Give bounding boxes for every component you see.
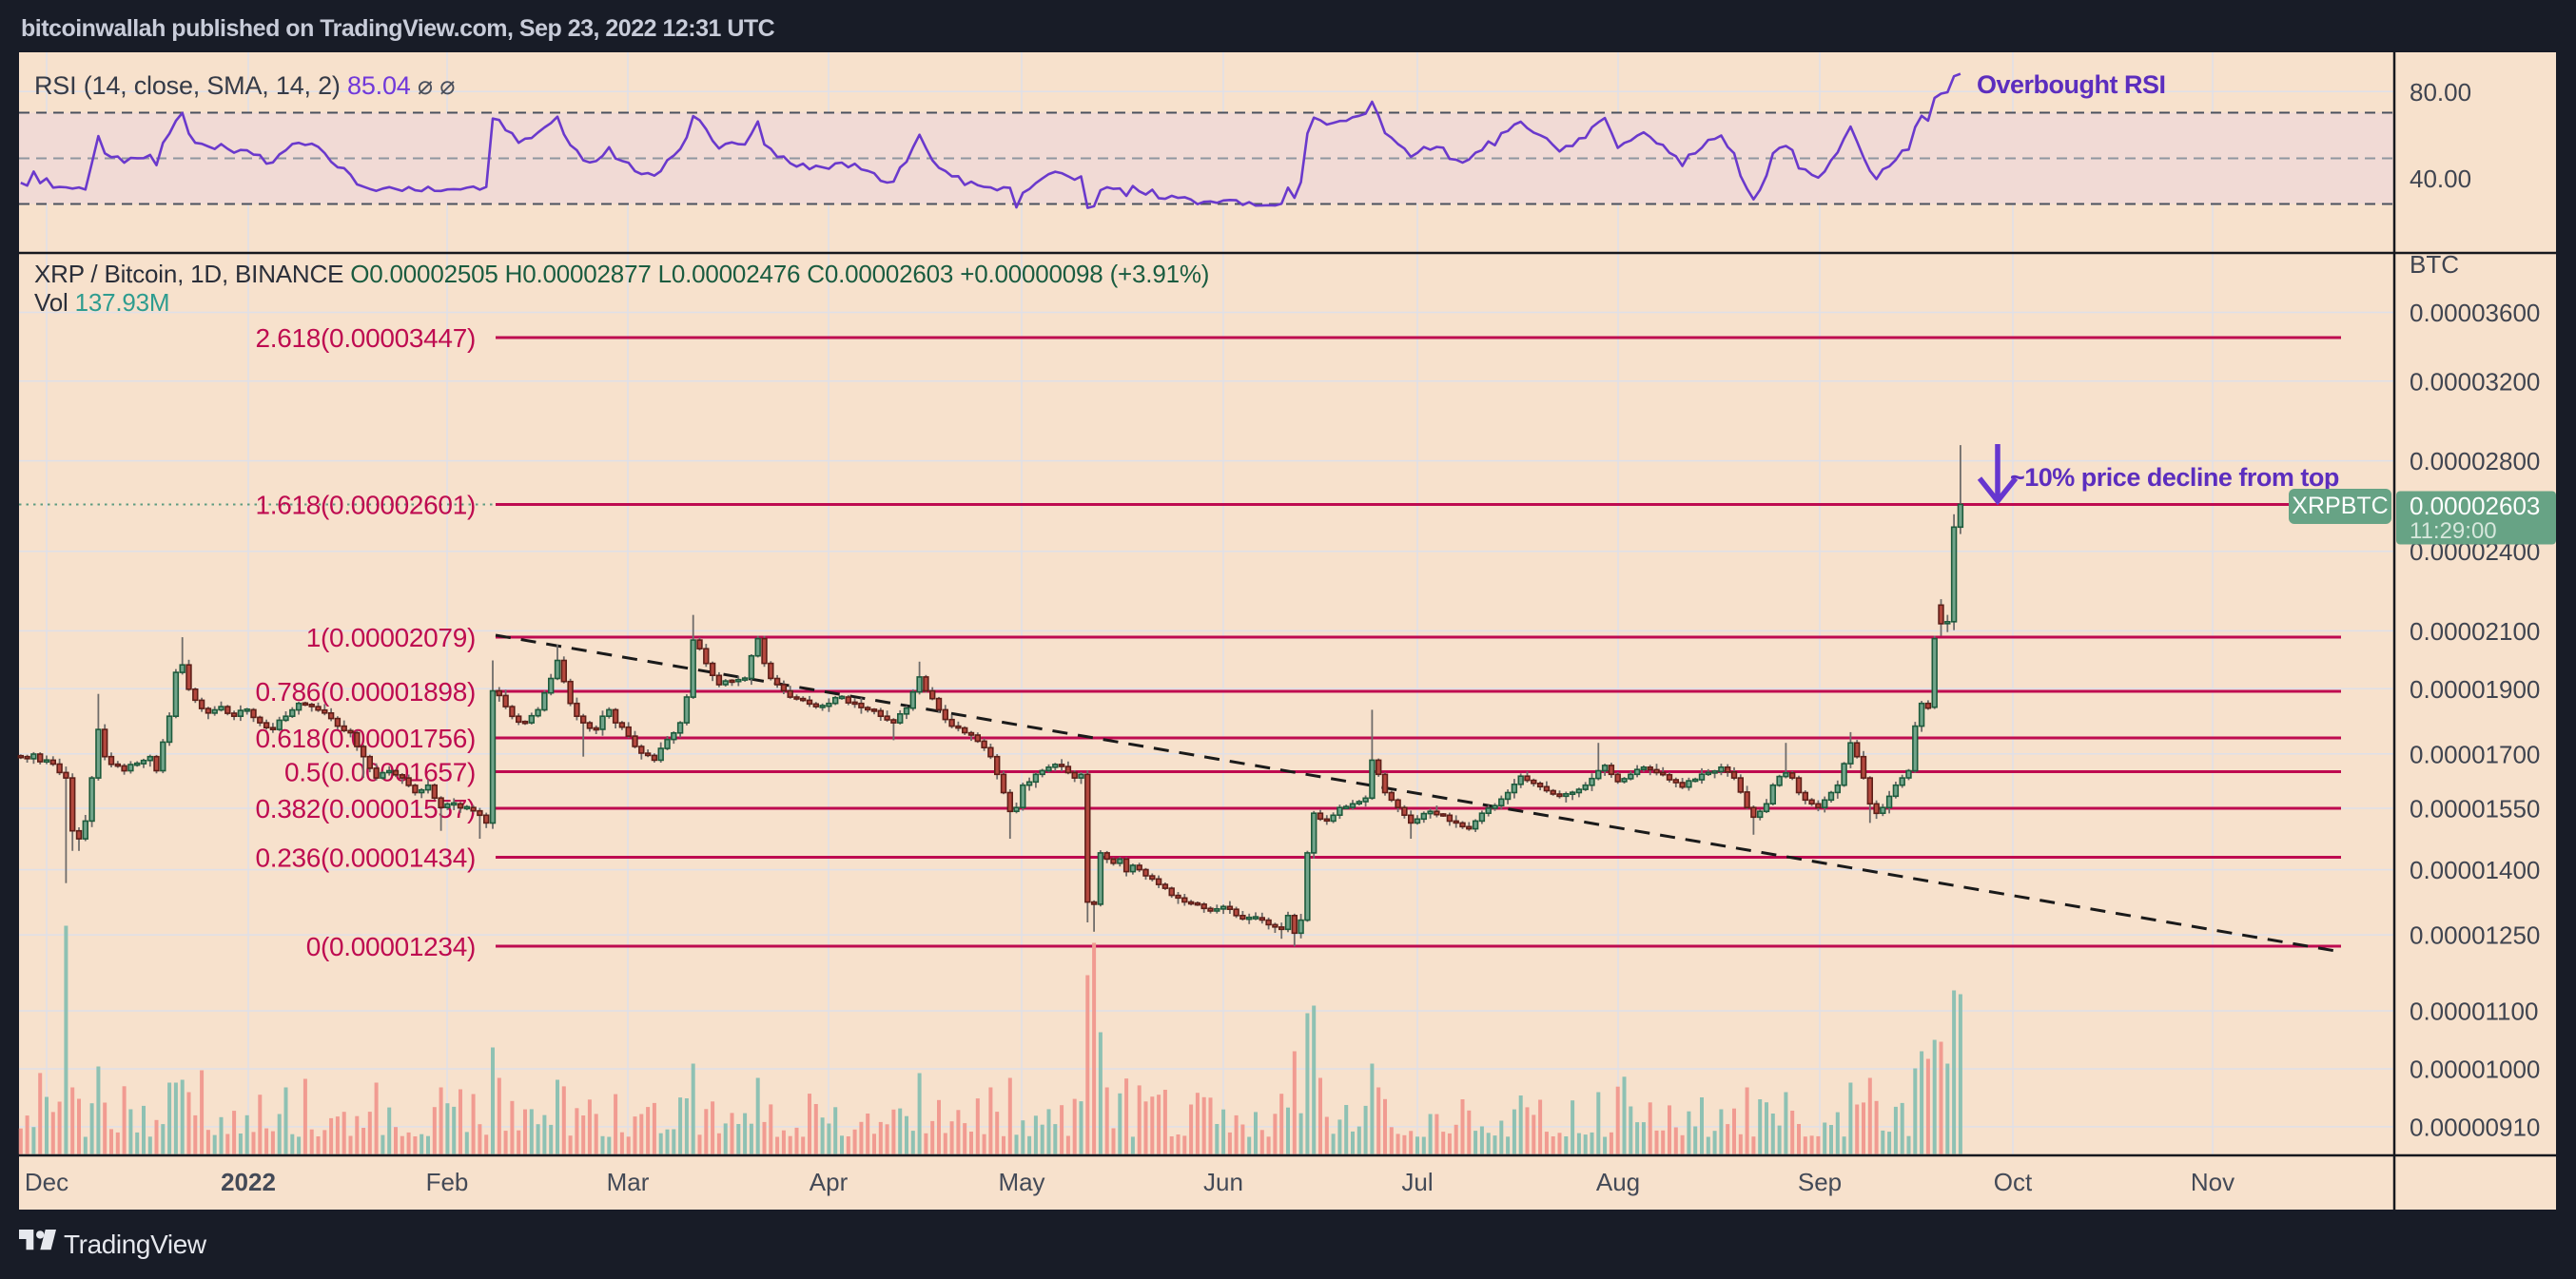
svg-text:BTC: BTC [2410, 250, 2459, 279]
svg-text:2022: 2022 [221, 1168, 276, 1196]
svg-text:0.236(0.00001434): 0.236(0.00001434) [255, 843, 476, 873]
svg-text:Overbought RSI: Overbought RSI [1977, 70, 2166, 99]
svg-text:XRPBTC: XRPBTC [2292, 493, 2388, 519]
svg-text:May: May [998, 1168, 1044, 1196]
svg-text:Mar: Mar [607, 1168, 650, 1196]
svg-text:Nov: Nov [2191, 1168, 2234, 1196]
svg-text:1(0.00002079): 1(0.00002079) [306, 623, 476, 652]
svg-text:1.618(0.00002601): 1.618(0.00002601) [255, 491, 476, 520]
svg-text:0.00002603: 0.00002603 [2410, 492, 2540, 520]
svg-text:0.00001000: 0.00001000 [2410, 1056, 2540, 1084]
svg-text:Oct: Oct [1994, 1168, 2033, 1196]
svg-text:11:29:00: 11:29:00 [2410, 518, 2497, 544]
svg-text:0.00003600: 0.00003600 [2410, 299, 2540, 327]
svg-text:0.00001900: 0.00001900 [2410, 675, 2540, 704]
svg-text:0.00001700: 0.00001700 [2410, 740, 2540, 768]
svg-text:Dec: Dec [25, 1168, 68, 1196]
svg-text:Vol 137.93M: Vol 137.93M [34, 288, 169, 317]
svg-text:Sep: Sep [1798, 1168, 1842, 1196]
svg-text:0.786(0.00001898): 0.786(0.00001898) [255, 677, 476, 707]
svg-text:XRP / Bitcoin, 1D, BINANCE O0: XRP / Bitcoin, 1D, BINANCE O0.00002505 H… [34, 260, 1209, 288]
svg-text:0.00002800: 0.00002800 [2410, 447, 2540, 475]
svg-text:Jul: Jul [1401, 1168, 1433, 1196]
svg-text:0.00000910: 0.00000910 [2410, 1113, 2540, 1141]
svg-text:Apr: Apr [810, 1168, 849, 1196]
svg-text:Aug: Aug [1596, 1168, 1640, 1196]
svg-text:bitcoinwallah published on Tra: bitcoinwallah published on TradingView.c… [21, 15, 775, 42]
svg-text:40.00: 40.00 [2410, 165, 2471, 193]
svg-text:80.00: 80.00 [2410, 78, 2471, 107]
svg-text:0.00001100: 0.00001100 [2410, 998, 2538, 1026]
svg-text:0.00001550: 0.00001550 [2410, 795, 2540, 824]
svg-text:0.00002100: 0.00002100 [2410, 617, 2540, 646]
svg-text:0.00001250: 0.00001250 [2410, 921, 2540, 950]
svg-text:TradingView: TradingView [64, 1230, 207, 1259]
svg-text:Jun: Jun [1203, 1168, 1243, 1196]
svg-text:~10% price decline from top: ~10% price decline from top [2010, 463, 2339, 492]
svg-text:RSI (14, close, SMA, 14, 2) 8: RSI (14, close, SMA, 14, 2) 85.04 ⌀ ⌀ [34, 71, 455, 100]
svg-text:2.618(0.00003447): 2.618(0.00003447) [255, 323, 476, 353]
svg-text:Feb: Feb [426, 1168, 469, 1196]
svg-text:0.00003200: 0.00003200 [2410, 367, 2540, 396]
svg-text:0(0.00001234): 0(0.00001234) [306, 932, 476, 961]
svg-text:0.00001400: 0.00001400 [2410, 856, 2540, 884]
